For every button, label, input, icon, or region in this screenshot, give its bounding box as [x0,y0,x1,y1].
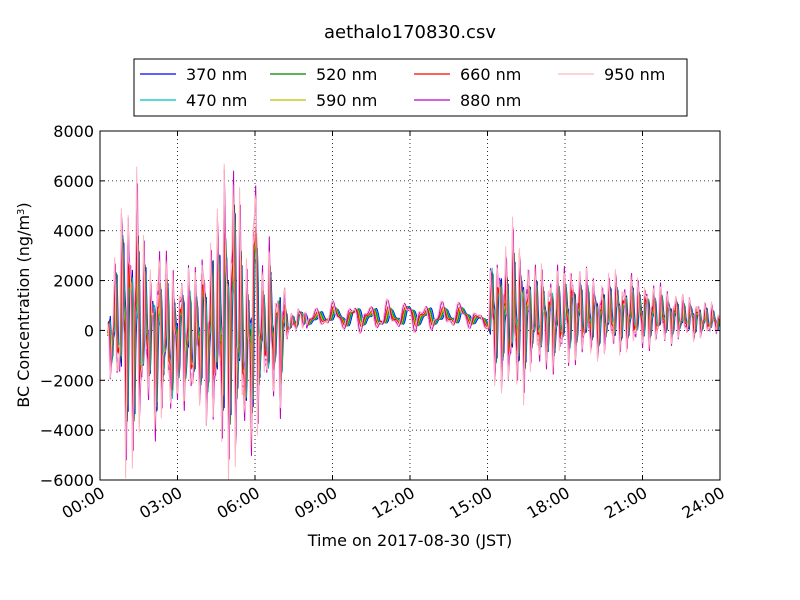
y-axis-label-end: ) [14,202,33,208]
legend-item: 370 nm [140,65,247,84]
legend-item: 470 nm [140,91,247,110]
chart-title: aethalo170830.csv [324,22,496,43]
x-axis-label: Time on 2017-08-30 (JST) [307,531,512,550]
y-tick-label: 8000 [53,122,94,141]
y-tick-label: 0 [84,321,94,340]
x-tick-label: 21:00 [601,483,650,523]
series-line [107,169,720,461]
legend-item: 880 nm [414,91,521,110]
x-tick-label: 12:00 [369,483,418,523]
legend-label: 520 nm [316,65,377,84]
y-tick-label: 2000 [53,272,94,291]
y-axis-label-main: BC Concentration (ng/m [14,215,33,408]
series-group [107,163,720,480]
legend-frame [133,58,688,117]
legend-label: 950 nm [604,65,665,84]
legend-item: 520 nm [270,65,377,84]
y-tick-label: −6000 [40,471,94,490]
y-tick-label: 4000 [53,222,94,241]
legend-label: 370 nm [186,65,247,84]
y-tick-label: 6000 [53,172,94,191]
legend: 370 nm 470 nm 520 nm 590 nm 660 nm 880 nm 950 … [133,58,688,117]
y-axis-label: BC Concentration (ng/m3) [14,202,33,407]
legend-item: 590 nm [270,91,377,110]
x-tick-label: 24:00 [679,483,728,523]
plot-frame [99,130,721,481]
y-tick-label: −4000 [40,421,94,440]
legend-item: 660 nm [414,65,521,84]
legend-label: 880 nm [460,91,521,110]
legend-label: 470 nm [186,91,247,110]
legend-label: 660 nm [460,65,521,84]
y-axis-label-sup: 3 [16,209,27,215]
x-tick-label: 09:00 [291,483,340,523]
series-line [107,163,720,480]
y-tick-label: −2000 [40,371,94,390]
x-tick-label: 03:00 [136,483,185,523]
x-tick-label: 15:00 [446,483,495,523]
x-tick-label: 06:00 [214,483,263,523]
legend-item: 950 nm [558,65,665,84]
legend-label: 590 nm [316,91,377,110]
x-tick-label: 18:00 [524,483,573,523]
